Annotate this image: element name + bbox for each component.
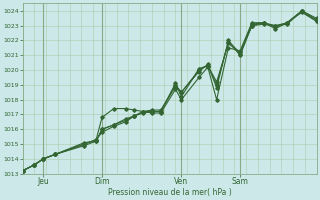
X-axis label: Pression niveau de la mer( hPa ): Pression niveau de la mer( hPa ) <box>108 188 231 197</box>
